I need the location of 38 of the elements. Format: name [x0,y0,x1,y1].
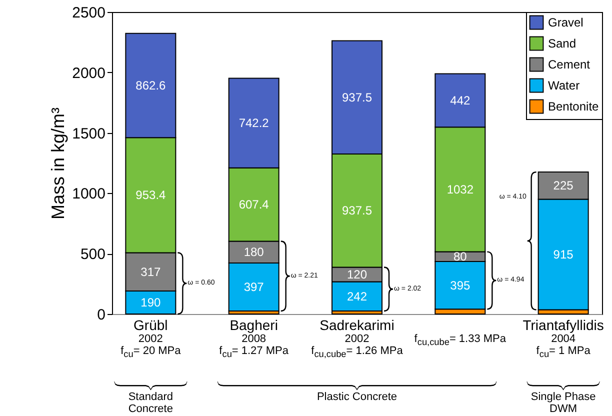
legend-label: Water [548,78,580,92]
data-label: 190 [140,296,162,310]
category-label: Bagheri 2008 f$_{cu}$= 1.27 MPa [219,317,288,360]
y-tick-label: 500 [80,246,106,264]
category-label: Sadrekarimi 2002 f$_{cu,cube}$= 1.26 MPa [311,317,403,360]
data-label: 1032 [446,182,474,196]
y-tick-label: 1500 [72,125,106,142]
data-label: 180 [244,245,264,260]
data-label: 242 [346,289,368,304]
data-label: 937.5 [342,90,372,104]
data-label: 397 [244,280,264,294]
data-label: 395 [450,278,470,292]
y-tick-label: 2500 [72,4,106,22]
data-label: 862.6 [136,78,166,92]
legend-label: Sand [548,36,576,50]
y-tick-label: 1000 [72,186,106,203]
legend-label: Gravel [548,16,584,30]
data-label: 317 [140,264,162,279]
x-tick-label: Triantafyllidis 2004 f$_{cu}$= 1 MPa [522,317,604,360]
y-tick-label: 2000 [72,64,106,82]
data-label: 80 [453,250,468,264]
x-tick-label: f$_{cu,cube}$= 1.33 MPa [414,333,506,348]
data-label: 937.5 [342,204,372,218]
text: Plastic Concrete [316,391,398,404]
category-label: Grübl 2002 f$_{cu}$= 20 MPa [120,317,181,360]
data-label: 225 [553,178,574,193]
y-tick-label: 0 [97,306,106,324]
data-label: 953.4 [136,188,166,202]
data-label: 742.2 [238,116,270,130]
data-label: 915 [553,248,574,262]
data-label: 120 [346,268,368,282]
legend-label: Bentonite [548,100,600,114]
text: Single Phase DWM [530,391,596,416]
legend-label: Cement [548,58,591,72]
data-label: 607.4 [238,198,270,212]
data-label: 442 [450,93,470,108]
y-axis-title: Mass in kg/m³ [48,107,68,220]
text: Standard Concrete [128,391,173,416]
